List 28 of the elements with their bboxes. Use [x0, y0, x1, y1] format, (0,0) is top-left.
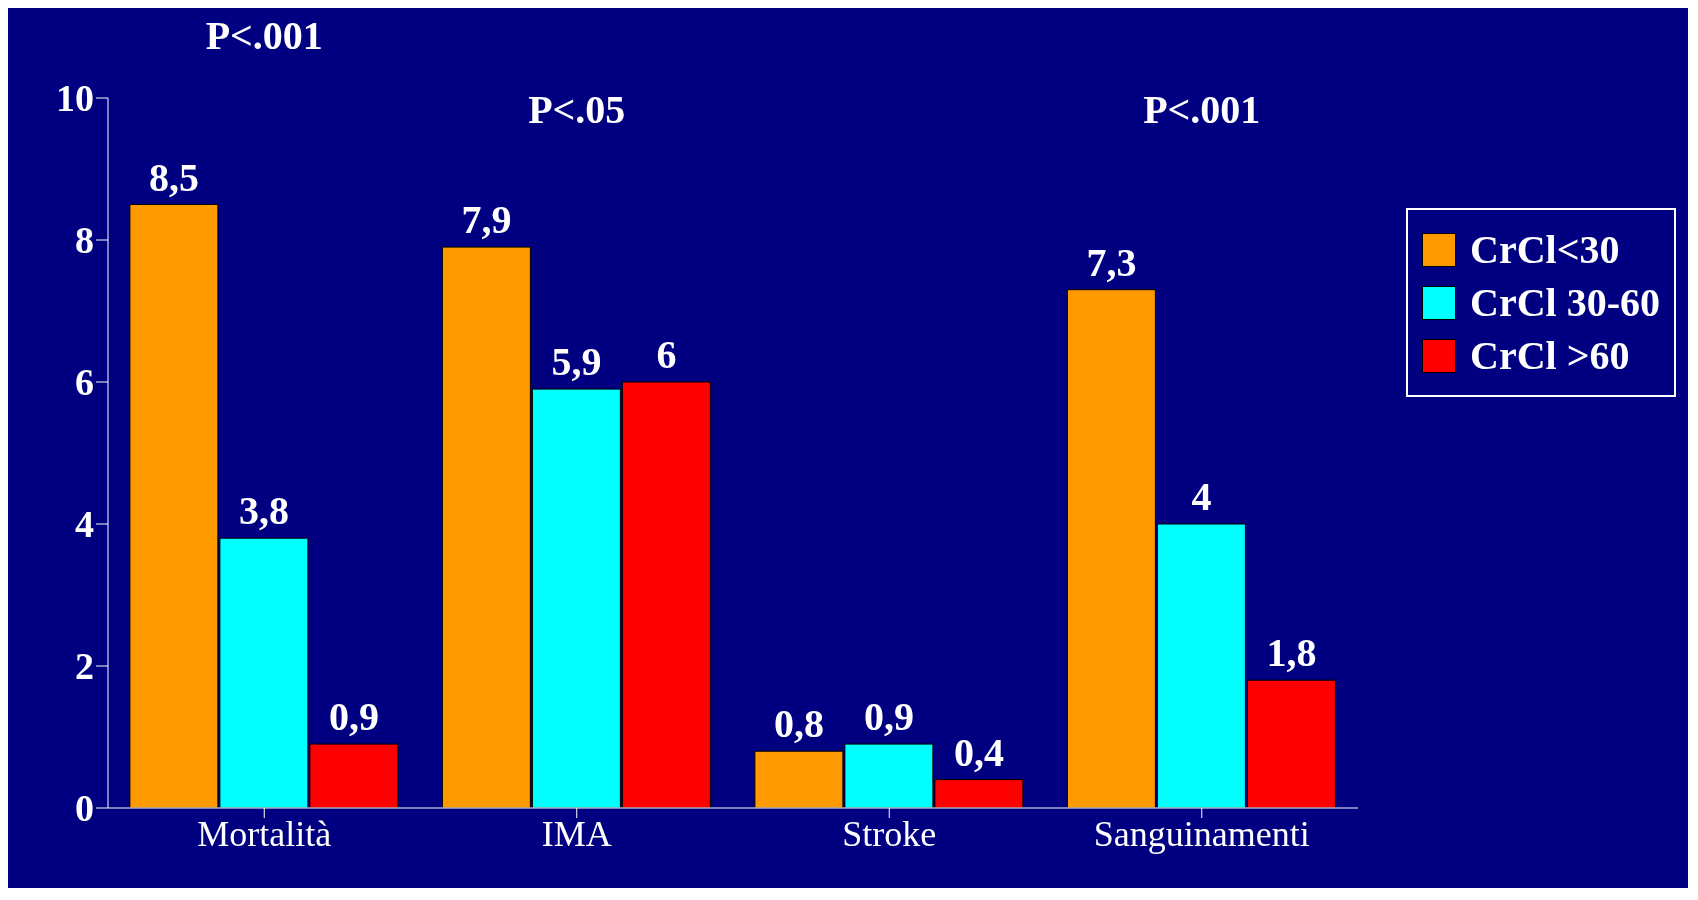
x-tick-label: Mortalità — [197, 813, 332, 854]
data-label: 6 — [656, 332, 677, 377]
data-label: 5,9 — [551, 339, 602, 385]
data-label: 8,5 — [148, 154, 199, 200]
data-label: 0,4 — [953, 729, 1004, 775]
data-label: 0,9 — [863, 694, 914, 740]
x-tick-label: IMA — [541, 813, 612, 854]
data-label: 4 — [1191, 474, 1212, 519]
data-label: 3,8 — [238, 488, 289, 534]
data-label: 7,9 — [461, 197, 512, 243]
data-label: 0,9 — [328, 694, 379, 740]
legend-label: CrCl >60 — [1470, 332, 1630, 379]
y-tick-label: 6 — [75, 361, 94, 404]
data-label: 7,3 — [1086, 239, 1137, 285]
annotation: P<.001 — [1142, 86, 1262, 133]
legend-label: CrCl 30-60 — [1470, 279, 1660, 326]
annotation: P<.05 — [527, 86, 627, 133]
data-label: 1,8 — [1266, 630, 1317, 676]
y-tick-label: 8 — [75, 219, 94, 262]
x-tick-label: Sanguinamenti — [1093, 813, 1310, 854]
x-tick-label: Stroke — [842, 813, 937, 854]
y-tick-label: 2 — [75, 645, 94, 688]
y-tick-label: 4 — [75, 503, 94, 546]
legend-label: CrCl<30 — [1470, 226, 1620, 273]
text: P<.001 — [204, 12, 324, 59]
data-label: 0,8 — [773, 701, 824, 747]
y-tick-label: 10 — [56, 77, 94, 120]
y-tick-label: 0 — [75, 787, 94, 830]
